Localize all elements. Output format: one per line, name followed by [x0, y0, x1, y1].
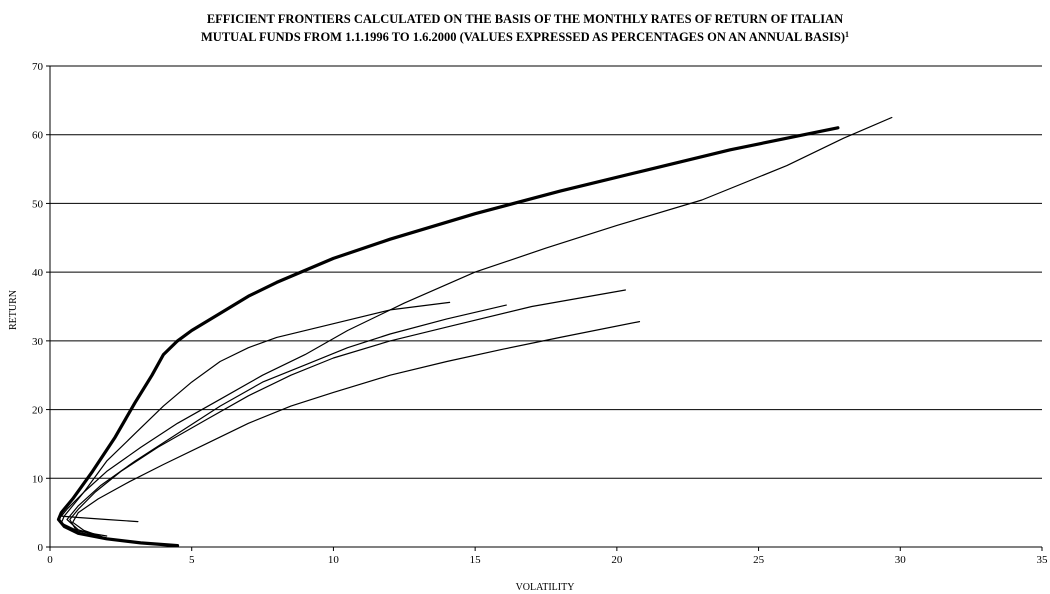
x-tick-label: 25 [753, 554, 765, 566]
chart-title-line-1: EFFICIENT FRONTIERS CALCULATED ON THE BA… [206, 12, 844, 26]
frontier-line-bold [56, 126, 840, 548]
x-tick-label: 15 [470, 554, 482, 566]
title-footnote-marker: 1 [844, 30, 849, 39]
chart-title-line-2: MUTUAL FUNDS FROM 1.1.1996 TO 1.6.2000 (… [0, 28, 1050, 46]
x-tick-label: 0 [47, 554, 53, 566]
x-tick-label: 10 [328, 554, 340, 566]
y-tick-label: 50 [32, 198, 44, 210]
frontier-line [60, 301, 451, 537]
y-tick-label: 60 [32, 130, 44, 142]
frontier-line [60, 116, 893, 523]
frontier-series [56, 116, 893, 548]
x-tick-label: 35 [1037, 554, 1049, 566]
frontier-line [69, 289, 626, 536]
gridlines [46, 65, 1043, 551]
y-tick-label: 30 [32, 336, 44, 348]
x-axis-title: VOLATILITY [516, 582, 575, 593]
x-tick-label: 5 [189, 554, 195, 566]
y-tick-labels: 0 10 20 30 40 50 60 70 [32, 61, 44, 554]
chart-title: EFFICIENT FRONTIERS CALCULATED ON THE BA… [0, 10, 1050, 46]
frontier-line [72, 321, 641, 538]
frontier-line [66, 304, 507, 538]
x-tick-label: 30 [895, 554, 907, 566]
y-tick-label: 0 [38, 542, 44, 554]
chart-title-line-2-text: MUTUAL FUNDS FROM 1.1.1996 TO 1.6.2000 (… [201, 30, 845, 44]
y-tick-label: 40 [32, 267, 44, 279]
y-tick-label: 10 [32, 473, 44, 485]
y-axis-title: RETURN [8, 290, 19, 330]
y-tick-label: 70 [32, 61, 44, 73]
x-tick-label: 20 [611, 554, 623, 566]
x-tick-labels: 0 5 10 15 20 25 30 35 [47, 554, 1048, 566]
y-tick-label: 20 [32, 405, 44, 417]
